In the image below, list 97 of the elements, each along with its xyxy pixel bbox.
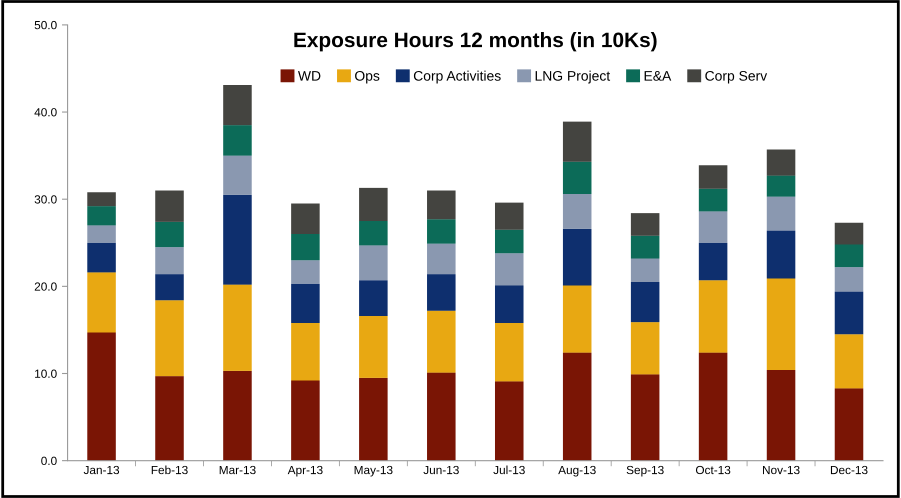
- bar: [291, 284, 320, 323]
- x-tick-label: May-13: [354, 466, 393, 477]
- bar: [427, 310, 456, 373]
- bar: [359, 316, 388, 378]
- bar: [87, 225, 116, 243]
- bar: [87, 332, 116, 461]
- x-tick-label: Jun-13: [423, 466, 459, 474]
- bar: [155, 300, 184, 376]
- x-tick-label: Apr-13: [288, 466, 323, 477]
- x-tick-label: Jan-13: [84, 466, 120, 474]
- legend-label: WD: [298, 71, 320, 81]
- bar: [562, 228, 592, 286]
- bar: [427, 244, 456, 274]
- bar: [562, 352, 592, 461]
- bar: [494, 230, 524, 254]
- bar: [698, 211, 728, 243]
- bar: [359, 245, 388, 280]
- bar: [766, 150, 796, 176]
- legend-label: LNG Project: [536, 70, 610, 84]
- bar: [155, 274, 184, 300]
- legend-label: Corp Serv: [705, 70, 768, 84]
- y-tick-label: 30.0: [34, 195, 57, 204]
- bar: [698, 352, 728, 461]
- bar: [562, 194, 592, 229]
- x-tick-label: Sep-13: [626, 466, 664, 477]
- bar: [291, 260, 320, 284]
- legend-label: E&A: [644, 71, 672, 81]
- bar: [155, 222, 184, 248]
- bar: [630, 322, 660, 374]
- bar: [494, 381, 524, 461]
- bar: [223, 370, 252, 461]
- bar: [698, 165, 728, 189]
- bar: [87, 242, 116, 272]
- x-tick-label: Feb-13: [152, 466, 188, 474]
- chart-title: Exposure Hours 12 months (in 10Ks): [294, 32, 657, 52]
- bar: [766, 196, 796, 231]
- bar: [834, 222, 864, 245]
- bar: [834, 292, 864, 334]
- bar: [223, 85, 252, 126]
- bar: [562, 285, 592, 353]
- bar: [766, 278, 796, 370]
- bar: [562, 162, 592, 194]
- bar: [427, 372, 456, 461]
- y-tick-label: 20.0: [34, 282, 57, 291]
- bar: [427, 274, 456, 311]
- bar: [630, 258, 660, 282]
- bar: [834, 244, 864, 268]
- bar: [223, 125, 252, 156]
- bar: [359, 188, 388, 221]
- x-tick-label: Mar-13: [220, 466, 256, 474]
- bar: [155, 190, 184, 222]
- legend-label: Ops: [355, 70, 380, 84]
- bar: [291, 322, 320, 380]
- x-tick-label: Dec-13: [830, 466, 868, 474]
- bar: [630, 282, 660, 322]
- bar: [698, 188, 728, 212]
- bar: [494, 285, 524, 323]
- bar: [630, 213, 660, 236]
- bar: [834, 334, 864, 388]
- bar: [87, 192, 116, 206]
- bar: [155, 376, 184, 461]
- bar: [834, 267, 864, 292]
- x-tick-label: Nov-13: [762, 466, 800, 474]
- bar: [291, 204, 320, 234]
- bar: [427, 190, 456, 220]
- bar: [359, 220, 388, 246]
- bar: [223, 194, 252, 285]
- bar: [359, 280, 388, 316]
- bar: [494, 253, 524, 286]
- bar: [223, 156, 252, 195]
- bar: [494, 202, 524, 230]
- y-tick-label: 50.0: [34, 20, 57, 30]
- legend-label: Corp Activities: [414, 70, 501, 84]
- x-tick-label: Jul-13: [493, 466, 525, 474]
- bar: [766, 230, 796, 279]
- bar: [87, 206, 116, 226]
- bar: [291, 234, 320, 260]
- bar: [359, 378, 388, 461]
- bar: [698, 280, 728, 353]
- y-tick-label: 40.0: [34, 108, 57, 116]
- bar: [698, 242, 728, 280]
- bar: [766, 176, 796, 197]
- x-tick-label: Aug-13: [558, 466, 596, 477]
- y-tick-label: 10.0: [35, 370, 57, 378]
- bar: [427, 219, 456, 244]
- bar: [630, 374, 660, 461]
- y-tick-label: 0.0: [41, 456, 57, 466]
- bar: [155, 247, 184, 274]
- bar: [87, 272, 116, 333]
- bar: [494, 322, 524, 382]
- bar: [766, 370, 796, 461]
- bar: [223, 284, 252, 371]
- bar: [562, 122, 592, 162]
- bar: [834, 388, 864, 461]
- bar: [630, 236, 660, 258]
- x-tick-label: Oct-13: [696, 466, 730, 474]
- bar: [291, 380, 320, 461]
